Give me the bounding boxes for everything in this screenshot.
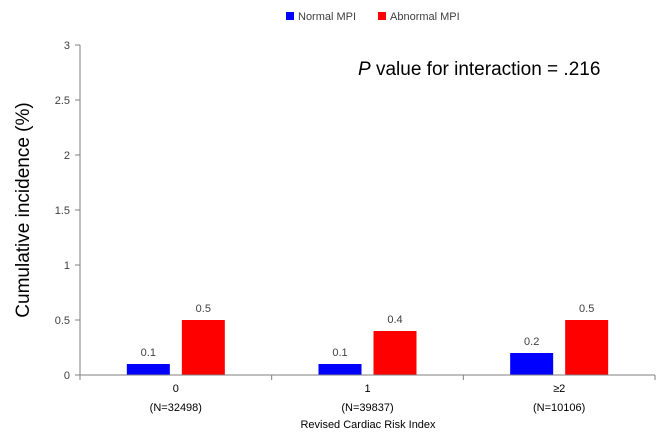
y-tick-label: 1.5: [55, 205, 70, 217]
data-label-normal-mpi: 0.1: [332, 347, 347, 359]
data-label-abnormal-mpi: 0.5: [579, 303, 594, 315]
y-axis: 0 0.5 1 1.5 2 2.5 3: [55, 40, 81, 382]
y-tick-label: 2.5: [55, 95, 70, 107]
x-category-sublabel: (N=10106): [533, 402, 585, 414]
y-tick-label: 2: [64, 150, 70, 162]
data-label-normal-mpi: 0.1: [141, 347, 156, 359]
x-category-label: 1: [364, 383, 370, 395]
x-category-label: ≥2: [553, 383, 565, 395]
x-category-label: 0: [173, 383, 179, 395]
legend-swatch-abnormal-mpi: [378, 12, 386, 20]
legend-swatch-normal-mpi: [286, 12, 294, 20]
data-label-abnormal-mpi: 0.4: [387, 314, 402, 326]
bar-normal-mpi: [126, 364, 170, 375]
bar-normal-mpi: [510, 353, 554, 375]
bars: 0.1 0.5 0.1 0.4 0.2 0.5: [126, 303, 609, 375]
y-axis-title: Cumulative incidence (%): [13, 102, 34, 317]
data-label-normal-mpi: 0.2: [524, 336, 539, 348]
x-category-sublabel: (N=32498): [150, 402, 202, 414]
bar-abnormal-mpi: [565, 320, 609, 375]
legend-label-abnormal-mpi: Abnormal MPI: [390, 11, 460, 23]
y-tick-label: 3: [64, 40, 70, 52]
x-category-sublabel: (N=39837): [341, 402, 393, 414]
legend-label-normal-mpi: Normal MPI: [298, 11, 356, 23]
x-axis-title: Revised Cardiac Risk Index: [300, 419, 436, 431]
annotation-p: P: [358, 59, 371, 80]
x-axis: 0 (N=32498) 1 (N=39837) ≥2 (N=10106): [79, 374, 656, 414]
data-label-abnormal-mpi: 0.5: [196, 303, 211, 315]
bar-normal-mpi: [318, 364, 362, 375]
y-tick-label: 0.5: [55, 315, 70, 327]
legend: Normal MPI Abnormal MPI: [286, 11, 460, 23]
y-tick-label: 1: [64, 260, 70, 272]
bar-abnormal-mpi: [181, 320, 225, 375]
annotation-text: value for interaction = .216: [371, 59, 601, 80]
y-tick-label: 0: [64, 370, 70, 382]
interaction-annotation: P value for interaction = .216: [358, 59, 600, 80]
bar-abnormal-mpi: [373, 331, 417, 375]
